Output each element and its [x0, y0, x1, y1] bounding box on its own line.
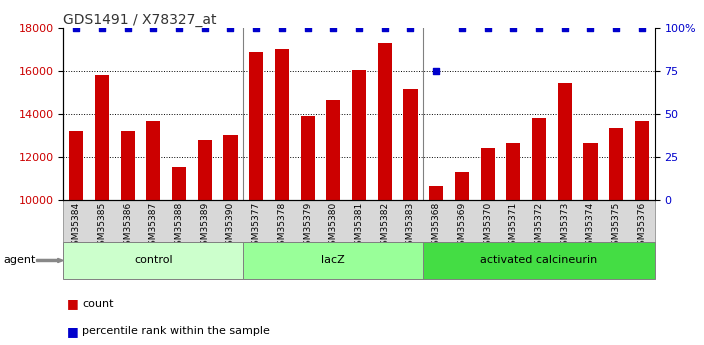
- Text: control: control: [134, 256, 172, 265]
- Point: [585, 25, 596, 30]
- Point: [276, 25, 287, 30]
- Bar: [429, 186, 444, 200]
- Bar: [532, 118, 546, 200]
- Bar: [403, 89, 417, 200]
- Point: [431, 68, 442, 73]
- Point: [610, 25, 622, 30]
- Point: [636, 25, 648, 30]
- Text: ■: ■: [67, 325, 79, 338]
- Bar: [584, 143, 598, 200]
- Text: ■: ■: [67, 297, 79, 310]
- Point: [353, 25, 365, 30]
- Text: GDS1491 / X78327_at: GDS1491 / X78327_at: [63, 12, 217, 27]
- Point: [302, 25, 313, 30]
- Point: [148, 25, 159, 30]
- Point: [225, 25, 236, 30]
- Bar: [455, 172, 469, 200]
- Bar: [481, 148, 495, 200]
- Point: [508, 25, 519, 30]
- Point: [379, 25, 391, 30]
- Bar: [301, 116, 315, 200]
- Bar: [172, 167, 186, 200]
- Point: [559, 25, 570, 30]
- Point: [456, 25, 467, 30]
- Point: [251, 25, 262, 30]
- Point: [199, 25, 210, 30]
- Text: percentile rank within the sample: percentile rank within the sample: [82, 326, 270, 336]
- Bar: [198, 140, 212, 200]
- Bar: [506, 143, 520, 200]
- Bar: [275, 49, 289, 200]
- Bar: [609, 128, 623, 200]
- Text: lacZ: lacZ: [322, 256, 345, 265]
- Bar: [352, 70, 366, 200]
- Bar: [69, 131, 83, 200]
- Bar: [377, 43, 392, 200]
- Point: [70, 25, 82, 30]
- Text: activated calcineurin: activated calcineurin: [480, 256, 598, 265]
- Bar: [120, 131, 134, 200]
- Bar: [223, 135, 237, 200]
- Text: count: count: [82, 299, 114, 308]
- Point: [534, 25, 545, 30]
- Bar: [558, 82, 572, 200]
- Bar: [146, 121, 161, 200]
- Bar: [249, 52, 263, 200]
- Bar: [635, 121, 649, 200]
- Text: agent: agent: [4, 256, 36, 265]
- Point: [96, 25, 108, 30]
- Point: [482, 25, 494, 30]
- Point: [327, 25, 339, 30]
- Point: [122, 25, 133, 30]
- Bar: [326, 100, 341, 200]
- Point: [173, 25, 184, 30]
- Bar: [95, 75, 109, 200]
- Point: [405, 25, 416, 30]
